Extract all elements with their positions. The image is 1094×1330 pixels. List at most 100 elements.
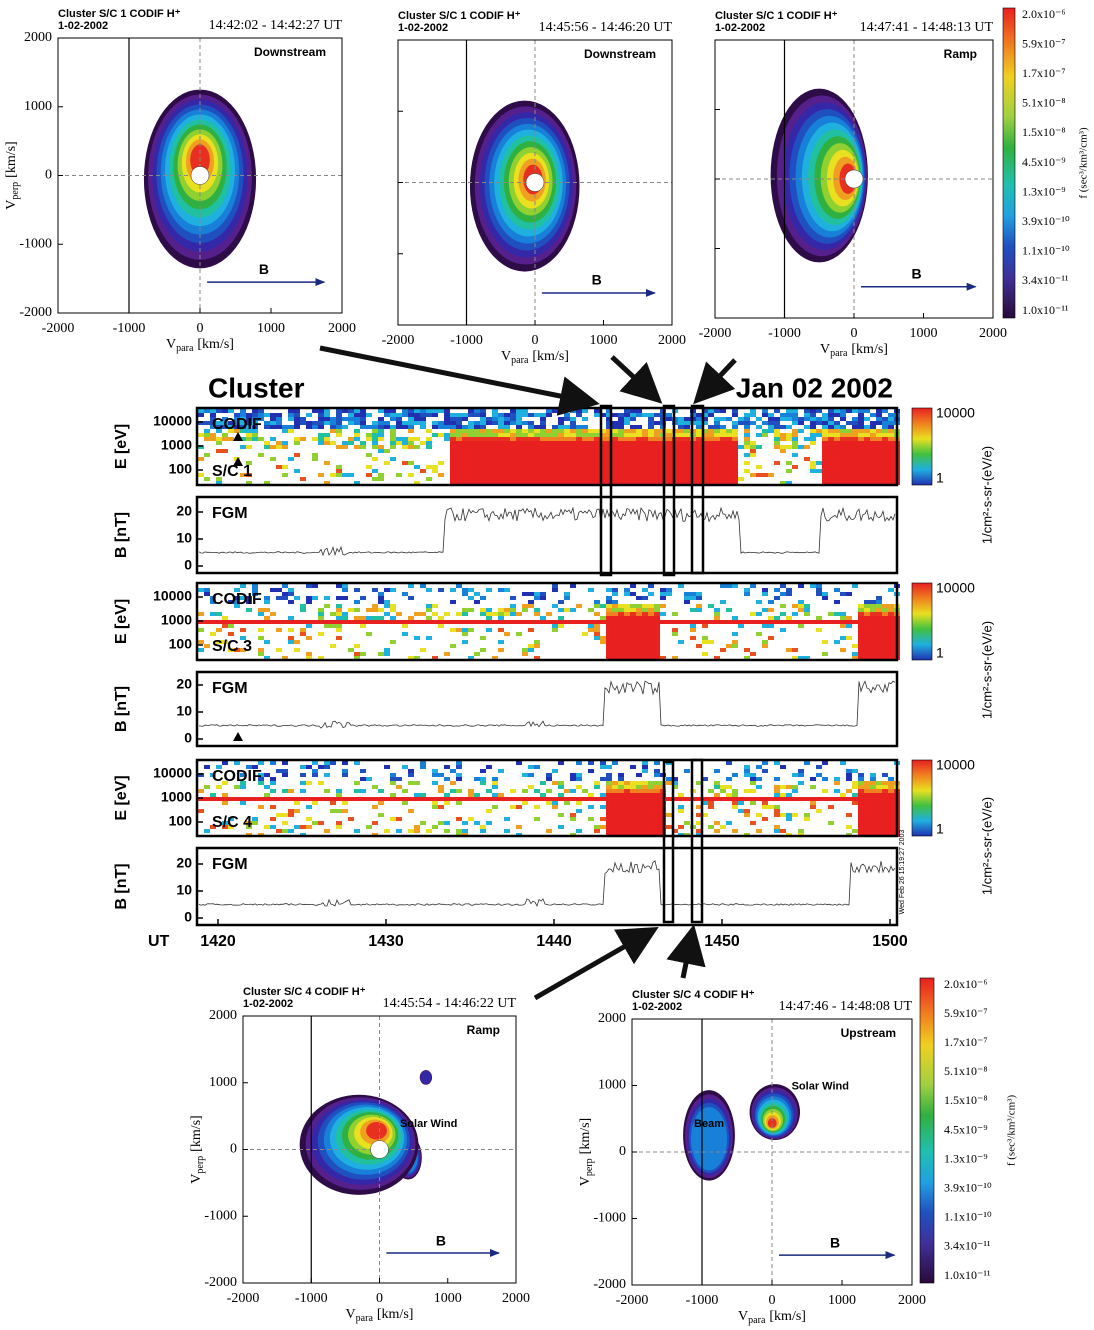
axis-unit: [km/s] — [189, 1115, 204, 1152]
spectrogram-cell — [852, 481, 858, 485]
spectrogram-cell — [714, 616, 720, 620]
spectrogram-cell — [654, 632, 660, 636]
spectrogram-cell — [750, 801, 756, 805]
spectrogram-cell — [438, 425, 444, 429]
spectrogram-cell — [876, 817, 882, 821]
spectrogram-cell — [870, 461, 876, 465]
spectrogram-cell — [666, 457, 672, 461]
spectrogram-cell — [420, 409, 426, 413]
spectrogram-cell — [402, 620, 408, 624]
spectrogram-cell — [300, 421, 306, 425]
spectrogram-cell — [870, 465, 876, 469]
spectrogram-cell — [360, 596, 366, 600]
spectrogram-cell — [276, 769, 282, 773]
spectrogram-cell — [828, 429, 834, 433]
spectrogram-cell — [222, 449, 228, 453]
spectrogram-cell — [540, 781, 546, 785]
spectrogram-cell — [264, 600, 270, 604]
spectrogram-cell — [672, 656, 678, 660]
spectrogram-cell — [654, 829, 660, 833]
spectrogram-cell — [648, 453, 654, 457]
spectrogram-cell — [204, 765, 210, 769]
spectrogram-cell — [498, 620, 504, 624]
spectrogram-cell — [792, 813, 798, 817]
spectrogram-cell — [882, 821, 888, 825]
spectrogram-cell — [216, 449, 222, 453]
y-tick-label: -1000 — [19, 236, 52, 251]
spectrogram-cell — [450, 417, 456, 421]
spectrogram-cell — [498, 461, 504, 465]
spectrogram-cell — [618, 469, 624, 473]
spectrogram-cell — [684, 457, 690, 461]
spectrogram-cell — [642, 652, 648, 656]
spectrogram-cell — [678, 477, 684, 481]
spectrogram-cell — [840, 612, 846, 616]
spectrogram-cell — [390, 608, 396, 612]
spectrogram-cell — [588, 449, 594, 453]
spectrogram-cell — [480, 608, 486, 612]
strip-label: FGM — [212, 856, 248, 873]
spectrogram-cell — [582, 481, 588, 485]
spectrogram-cell — [486, 481, 492, 485]
spectrogram-cell — [744, 588, 750, 592]
spectrogram-cell — [882, 789, 888, 793]
spectrogram-cell — [468, 608, 474, 612]
spectrogram-cell — [408, 773, 414, 777]
spectrogram-cell — [450, 453, 456, 457]
spectrogram-cell — [378, 433, 384, 437]
spectrogram-cell — [630, 640, 636, 644]
spectrogram-cell — [498, 441, 504, 445]
spectrogram-cell — [570, 797, 576, 801]
spectrogram-cell — [738, 809, 744, 813]
spectrogram-cell — [732, 429, 738, 433]
spectrogram-cell — [774, 777, 780, 781]
spectrogram-cell — [654, 620, 660, 624]
spectrogram-cell — [864, 809, 870, 813]
spectrogram-cell — [300, 765, 306, 769]
spectrogram-cell — [738, 797, 744, 801]
spectrogram-cell — [468, 429, 474, 433]
spectrogram-cell — [240, 797, 246, 801]
spectrogram-cell — [450, 469, 456, 473]
spectrogram-cell — [198, 457, 204, 461]
spectrogram-cell — [426, 608, 432, 612]
spectrogram-cell — [552, 801, 558, 805]
spectrogram-cell — [468, 596, 474, 600]
spectrogram-cell — [204, 453, 210, 457]
spectrogram-cell — [636, 429, 642, 433]
spectrogram-cell — [354, 789, 360, 793]
spectrogram-cell — [540, 797, 546, 801]
spectrogram-cell — [312, 437, 318, 441]
axis-subscript: para — [748, 1315, 766, 1326]
spectrogram-cell — [606, 616, 612, 620]
spectrogram-cell — [588, 437, 594, 441]
spectrogram-cell — [354, 608, 360, 612]
spectrogram-cell — [612, 457, 618, 461]
spectrogram-cell — [768, 797, 774, 801]
spectrogram-cell — [810, 417, 816, 421]
spectrogram-cell — [600, 761, 606, 765]
spectrogram-cell — [582, 417, 588, 421]
spectrogram-cell — [372, 604, 378, 608]
spectrogram-cell — [732, 453, 738, 457]
spectrogram-cell — [570, 473, 576, 477]
spectrogram-cell — [234, 413, 240, 417]
spectrogram-cell — [882, 785, 888, 789]
spectrogram-cell — [444, 652, 450, 656]
spectrogram-cell — [606, 821, 612, 825]
spectrogram-cell — [552, 429, 558, 433]
spectrogram-cell — [456, 584, 462, 588]
spectrogram-cell — [612, 413, 618, 417]
spectrogram-cell — [342, 473, 348, 477]
spectrogram-cell — [804, 417, 810, 421]
spectrogram-cell — [720, 465, 726, 469]
spectrogram-cell — [726, 620, 732, 624]
spectrogram-cell — [312, 801, 318, 805]
spectrogram-cell — [246, 417, 252, 421]
spectrogram-cell — [792, 409, 798, 413]
spectrogram-cell — [858, 620, 864, 624]
spectrogram-cell — [408, 441, 414, 445]
spectrogram-cell — [876, 805, 882, 809]
spectrogram-cell — [462, 441, 468, 445]
spectrogram-cell — [702, 409, 708, 413]
